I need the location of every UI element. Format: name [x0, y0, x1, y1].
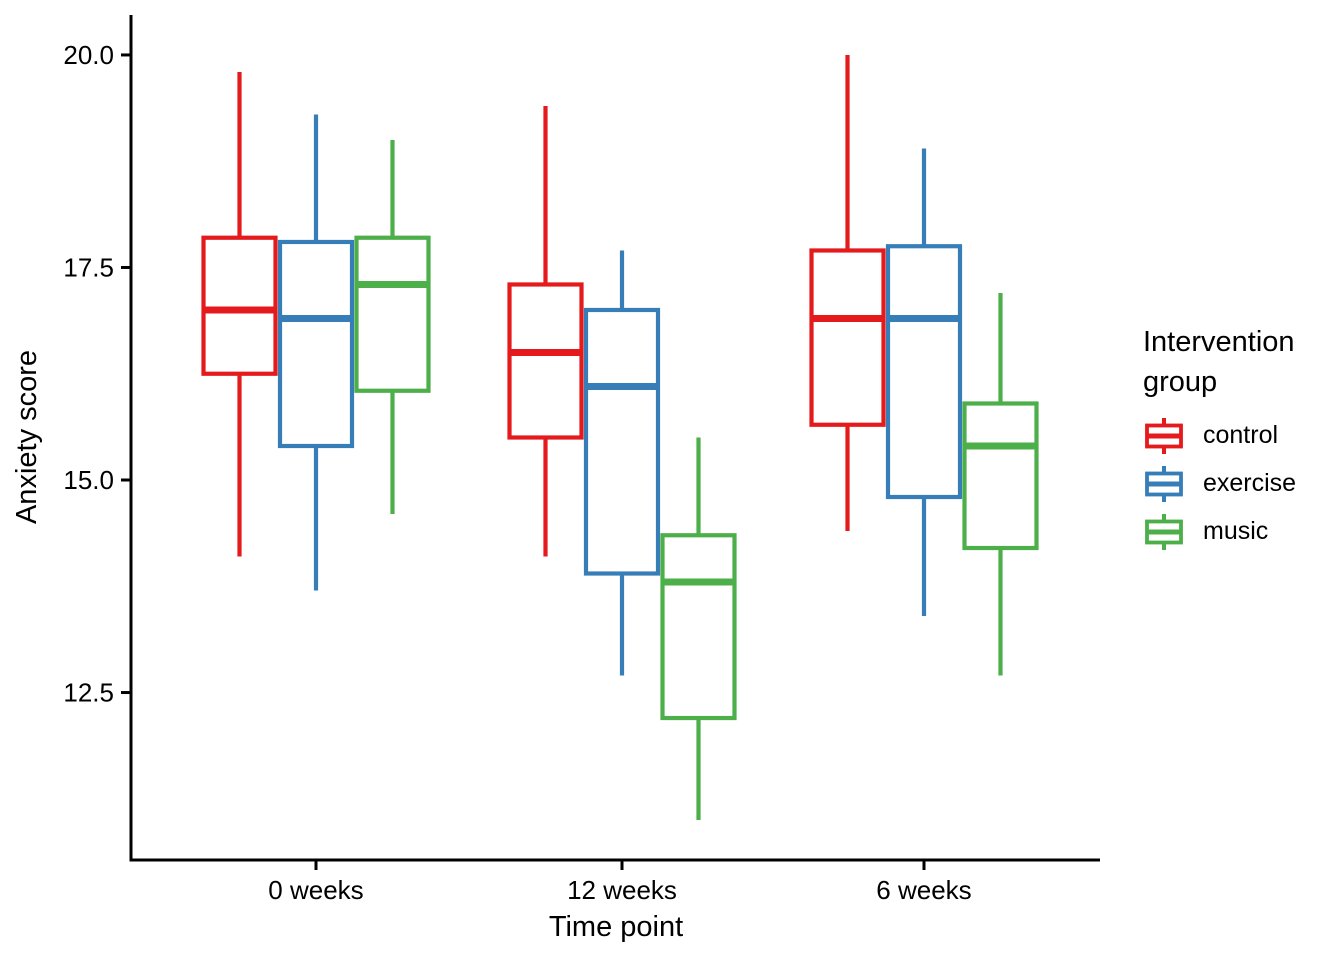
box-control-0-weeks [201, 71, 278, 557]
box-rect [962, 401, 1039, 551]
x-axis-tick-label: 6 weeks [876, 875, 971, 905]
legend-items: control exercise music [1143, 417, 1339, 550]
legend-item-exercise: exercise [1143, 465, 1339, 502]
box-music-12-weeks [660, 437, 737, 821]
box-rect [583, 307, 661, 576]
box-music-0-weeks [354, 139, 431, 515]
legend-item-music: music [1143, 513, 1339, 550]
legend-item-label: music [1203, 517, 1269, 546]
legend-item-label: exercise [1203, 469, 1297, 498]
box-rect [354, 235, 431, 393]
box-rect [507, 282, 584, 440]
box-exercise-0-weeks [277, 114, 355, 591]
box-rect [809, 248, 886, 427]
y-axis-tick-label: 15.0 [63, 465, 114, 495]
box-rect [885, 244, 963, 500]
y-axis-tick-label: 12.5 [63, 678, 114, 708]
box-control-6-weeks [809, 54, 886, 532]
box-control-12-weeks [507, 105, 584, 557]
legend-item-label: control [1203, 421, 1279, 450]
box-exercise-12-weeks [583, 250, 661, 676]
y-axis-title: Anxiety score [11, 350, 43, 524]
legend: Intervention group control exercise music [1143, 322, 1339, 561]
legend-key-boxplot-icon [1145, 513, 1183, 550]
y-axis-tick-label: 17.5 [63, 252, 114, 282]
box-exercise-6-weeks [885, 148, 963, 617]
box-rect [277, 239, 355, 449]
x-axis-title: Time point [549, 911, 683, 943]
y-axis-tick-label: 20.0 [63, 40, 114, 70]
legend-title: Intervention group [1143, 326, 1295, 399]
x-axis-tick-label: 12 weeks [567, 875, 677, 905]
box-rect [201, 235, 278, 376]
plot-area: 12.5 15.0 17.5 20.0 0 weeks 12 weeks 6 weeks [63, 15, 1100, 905]
box-music-6-weeks [962, 292, 1039, 676]
legend-item-control: control [1143, 417, 1339, 454]
box-rect [660, 533, 737, 721]
legend-key-boxplot-icon [1145, 417, 1183, 454]
legend-key-boxplot-icon [1145, 465, 1183, 502]
x-axis-tick-label: 0 weeks [268, 875, 363, 905]
